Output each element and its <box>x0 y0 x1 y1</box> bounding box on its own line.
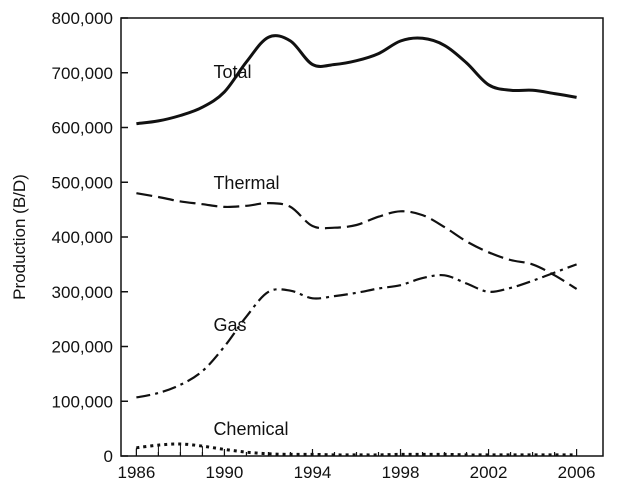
x-tick-label: 1986 <box>117 463 155 482</box>
series-labels: Total Thermal Gas Chemical <box>213 62 288 439</box>
y-tick-label: 500,000 <box>52 173 113 192</box>
y-tick-label: 600,000 <box>52 119 113 138</box>
y-tick-label: 100,000 <box>52 392 113 411</box>
series-label-thermal: Thermal <box>213 173 279 193</box>
x-tick-label: 2006 <box>558 463 596 482</box>
x-tick-label: 1998 <box>382 463 420 482</box>
series-label-chemical: Chemical <box>213 419 288 439</box>
x-axis: 1986 1990 1994 1998 2002 2006 <box>117 449 596 482</box>
plot-area <box>120 17 604 457</box>
y-tick-label: 0 <box>104 447 113 466</box>
series-line-thermal <box>136 192 578 290</box>
series-lines <box>135 34 578 457</box>
series-label-total: Total <box>213 62 251 82</box>
y-axis: 0 100,000 200,000 300,000 400,000 500,000 600,… <box>52 9 128 466</box>
series-line-chemical <box>136 442 577 457</box>
y-tick-label: 700,000 <box>52 64 113 83</box>
y-tick-label: 300,000 <box>52 283 113 302</box>
y-axis-label: Production (B/D) <box>10 174 29 300</box>
x-tick-label: 1990 <box>206 463 244 482</box>
x-tick-label: 2002 <box>470 463 508 482</box>
series-line-total <box>136 34 577 126</box>
y-tick-label: 200,000 <box>52 338 113 357</box>
x-tick-label: 1994 <box>294 463 332 482</box>
y-tick-label: 400,000 <box>52 228 113 247</box>
series-label-gas: Gas <box>213 315 246 335</box>
y-tick-label: 800,000 <box>52 9 113 28</box>
series-line-gas <box>136 263 577 399</box>
